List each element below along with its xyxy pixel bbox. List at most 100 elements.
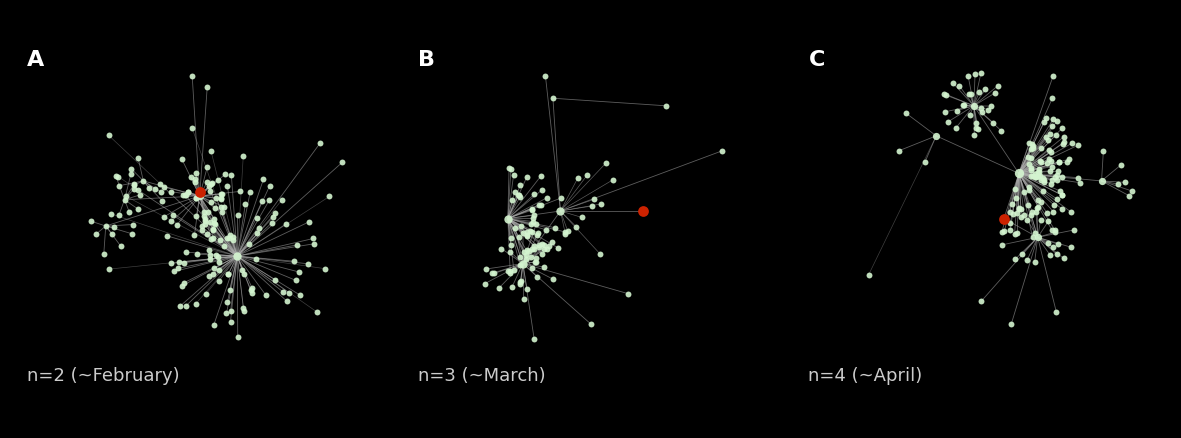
Point — [1049, 168, 1068, 175]
Point — [1025, 174, 1044, 181]
Point — [984, 120, 1003, 127]
Point — [567, 224, 586, 231]
Point — [1023, 173, 1042, 180]
Point — [972, 110, 991, 117]
Point — [585, 196, 603, 203]
Point — [578, 173, 596, 180]
Point — [509, 192, 528, 199]
Point — [1044, 202, 1063, 209]
Point — [285, 258, 304, 265]
Point — [1069, 142, 1088, 149]
Text: B: B — [418, 50, 435, 70]
Point — [1052, 192, 1071, 199]
Point — [188, 251, 207, 258]
Point — [1116, 180, 1135, 187]
Point — [236, 201, 255, 208]
Point — [1062, 209, 1081, 216]
Point — [1049, 241, 1068, 248]
Point — [965, 132, 984, 139]
Text: A: A — [27, 50, 44, 70]
Point — [110, 183, 129, 190]
Point — [1044, 117, 1063, 124]
Point — [1045, 227, 1064, 234]
Point — [1122, 188, 1141, 195]
Point — [950, 83, 968, 90]
Point — [1006, 186, 1025, 193]
Point — [1031, 145, 1050, 152]
Point — [527, 255, 546, 262]
Point — [1029, 204, 1048, 211]
Point — [523, 207, 542, 214]
Point — [197, 84, 216, 91]
Point — [260, 183, 279, 190]
Point — [249, 225, 268, 232]
Point — [247, 215, 266, 222]
Point — [320, 194, 339, 201]
Point — [603, 177, 622, 184]
Point — [213, 191, 231, 198]
Point — [205, 265, 224, 272]
Point — [164, 268, 183, 276]
Point — [504, 267, 523, 274]
Point — [1052, 125, 1071, 132]
Point — [504, 172, 523, 179]
Point — [1006, 256, 1025, 263]
Point — [1010, 206, 1029, 213]
Point — [1046, 132, 1065, 139]
Point — [1048, 251, 1066, 258]
Point — [946, 125, 965, 132]
Point — [200, 183, 218, 190]
Point — [935, 109, 954, 116]
Point — [568, 175, 587, 182]
Point — [953, 102, 972, 109]
Point — [1029, 169, 1048, 176]
Point — [195, 209, 214, 216]
Point — [1025, 230, 1044, 237]
Point — [522, 206, 541, 213]
Point — [1045, 174, 1064, 181]
Point — [517, 286, 536, 293]
Point — [527, 221, 546, 228]
Point — [976, 87, 994, 94]
Point — [1111, 162, 1130, 170]
Point — [1039, 148, 1058, 155]
Point — [202, 237, 221, 244]
Point — [526, 259, 544, 266]
Point — [234, 153, 253, 160]
Text: C: C — [809, 50, 824, 70]
Point — [619, 290, 638, 297]
Point — [241, 189, 260, 196]
Point — [1001, 321, 1020, 328]
Point — [515, 249, 534, 256]
Point — [196, 218, 215, 225]
Point — [1062, 244, 1081, 251]
Point — [1069, 175, 1088, 182]
Point — [1044, 208, 1063, 215]
Point — [105, 224, 124, 231]
Point — [209, 278, 228, 285]
Point — [289, 269, 308, 276]
Point — [201, 256, 220, 263]
Point — [533, 251, 552, 258]
Point — [1014, 212, 1033, 219]
Point — [187, 300, 205, 307]
Point — [1055, 139, 1074, 146]
Point — [511, 281, 530, 288]
Point — [253, 198, 272, 205]
Point — [501, 249, 520, 256]
Point — [210, 259, 229, 266]
Point — [592, 201, 611, 208]
Point — [221, 308, 240, 315]
Point — [200, 272, 218, 279]
Point — [242, 290, 261, 297]
Point — [201, 219, 220, 226]
Point — [524, 246, 543, 253]
Point — [1003, 211, 1022, 218]
Point — [581, 321, 600, 328]
Point — [1022, 146, 1040, 153]
Point — [196, 216, 215, 223]
Point — [527, 259, 546, 266]
Text: n=2 (~February): n=2 (~February) — [27, 366, 180, 384]
Point — [1026, 174, 1045, 181]
Point — [960, 113, 979, 120]
